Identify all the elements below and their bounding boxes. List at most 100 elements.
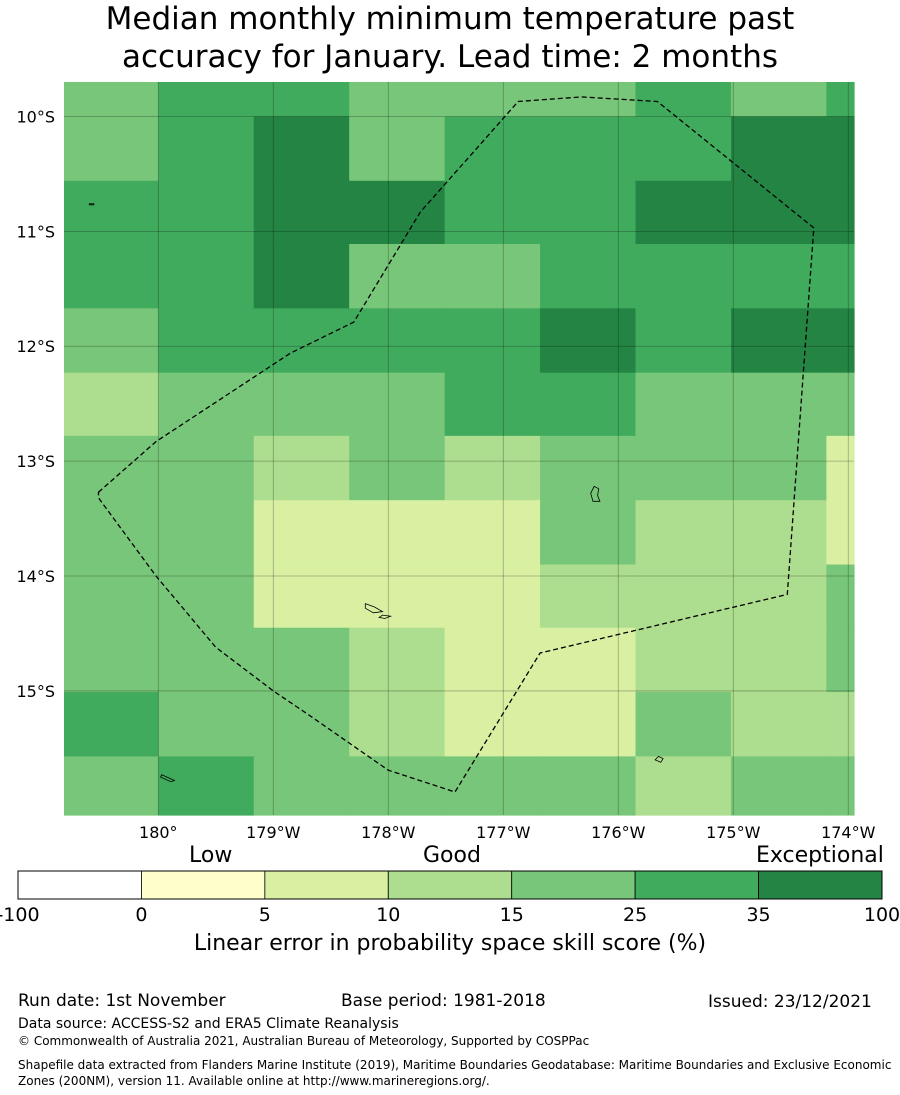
grid-cell — [349, 627, 446, 693]
grid-cell — [635, 692, 732, 758]
category-good: Good — [423, 843, 481, 868]
grid-cell — [540, 564, 637, 629]
grid-cell — [444, 372, 541, 437]
map-title-line-2: accuracy for January. Lead time: 2 month… — [121, 39, 778, 75]
longitude-label: 180° — [139, 823, 178, 842]
colorbar — [17, 870, 883, 900]
grid-cell — [444, 180, 541, 245]
grid-cell — [730, 82, 828, 118]
grid-cell — [635, 435, 732, 501]
colorbar-tick-label: 25 — [623, 904, 647, 926]
grid-cell — [826, 243, 855, 309]
grid-cell — [444, 756, 541, 816]
grid-cell — [253, 756, 350, 816]
grid-cell — [444, 627, 541, 693]
island-outline — [654, 755, 664, 763]
run-date: Run date: 1st November — [18, 991, 226, 1011]
longitude-label: 175°W — [706, 823, 761, 842]
grid-cell — [349, 243, 446, 309]
grid-cell — [64, 564, 159, 629]
grid-cell — [444, 692, 541, 758]
grid-cell — [253, 116, 350, 182]
grid-cell — [635, 243, 732, 309]
grid-cell — [64, 500, 159, 566]
colorbar-tick-label: 100 — [864, 904, 900, 926]
grid-cell — [253, 692, 350, 758]
longitude-label: 178°W — [361, 823, 416, 842]
grid-cells — [64, 82, 855, 816]
grid-cell — [158, 500, 255, 566]
grid-cell — [158, 82, 255, 118]
grid-cell — [64, 627, 159, 693]
grid-cell — [349, 372, 446, 437]
grid-cell — [635, 180, 732, 245]
map-title: Median monthly minimum temperature past … — [0, 0, 900, 76]
grid-cell — [444, 308, 541, 374]
grid-cell — [540, 372, 637, 437]
grid-cell — [64, 435, 159, 501]
grid-cell — [540, 692, 637, 758]
grid-cell — [444, 435, 541, 501]
grid-cell — [826, 692, 855, 758]
grid-cell — [635, 627, 732, 693]
map-title-line-1: Median monthly minimum temperature past — [105, 1, 795, 37]
base-period: Base period: 1981-2018 — [341, 991, 546, 1011]
colorbar-swatch — [634, 870, 759, 900]
grid-cell — [349, 692, 446, 758]
grid-cell — [158, 627, 255, 693]
grid-cell — [730, 692, 828, 758]
grid-cell — [540, 180, 637, 245]
grid-cell — [253, 180, 350, 245]
grid-cell — [158, 435, 255, 501]
grid-cell — [635, 564, 732, 629]
grid-cell — [730, 627, 828, 693]
grid-cell — [349, 500, 446, 566]
shapefile-credit: Shapefile data extracted from Flanders M… — [18, 1058, 892, 1088]
grid-cell — [540, 116, 637, 182]
data-source: Data source: ACCESS-S2 and ERA5 Climate … — [18, 1016, 399, 1032]
colorbar-tick-label: 35 — [746, 904, 770, 926]
grid-cell — [253, 564, 350, 629]
grid-cell — [158, 180, 255, 245]
grid-cell — [253, 627, 350, 693]
colorbar-tick-label: 10 — [376, 904, 400, 926]
grid-cell — [253, 372, 350, 437]
eez-boundary — [97, 96, 815, 793]
colorbar-swatch — [511, 870, 636, 900]
grid-cell — [635, 500, 732, 566]
grid-cell — [730, 116, 828, 182]
colorbar-swatch — [264, 870, 389, 900]
grid-cell — [730, 308, 828, 374]
grid-cell — [540, 82, 637, 118]
grid-cell — [158, 756, 255, 816]
grid-cell — [826, 435, 855, 501]
grid-cell — [826, 308, 855, 374]
grid-cell — [64, 372, 159, 437]
grid-cell — [253, 308, 350, 374]
grid-cell — [349, 435, 446, 501]
grid-cell — [635, 372, 732, 437]
grid-cell — [349, 308, 446, 374]
grid-cell — [730, 243, 828, 309]
grid-cell — [444, 82, 541, 118]
grid-cell — [540, 756, 637, 816]
grid-cell — [826, 372, 855, 437]
grid-cell — [64, 180, 159, 245]
grid-cell — [444, 500, 541, 566]
grid-cell — [64, 308, 159, 374]
longitude-label: 179°W — [246, 823, 301, 842]
latitude-label: 11°S — [16, 222, 55, 241]
grid-cell — [826, 627, 855, 693]
grid-cell — [826, 82, 855, 118]
grid-cell — [444, 243, 541, 309]
island-outline — [364, 603, 384, 614]
colorbar-swatch — [758, 870, 883, 900]
grid-cell — [64, 82, 159, 118]
grid-cell — [444, 116, 541, 182]
latitude-label: 10°S — [16, 107, 55, 126]
latitude-label: 14°S — [16, 567, 55, 586]
colorbar-tick-label: 15 — [500, 904, 524, 926]
grid-cell — [635, 116, 732, 182]
colorbar-swatch — [387, 870, 513, 900]
grid-cell — [826, 116, 855, 182]
